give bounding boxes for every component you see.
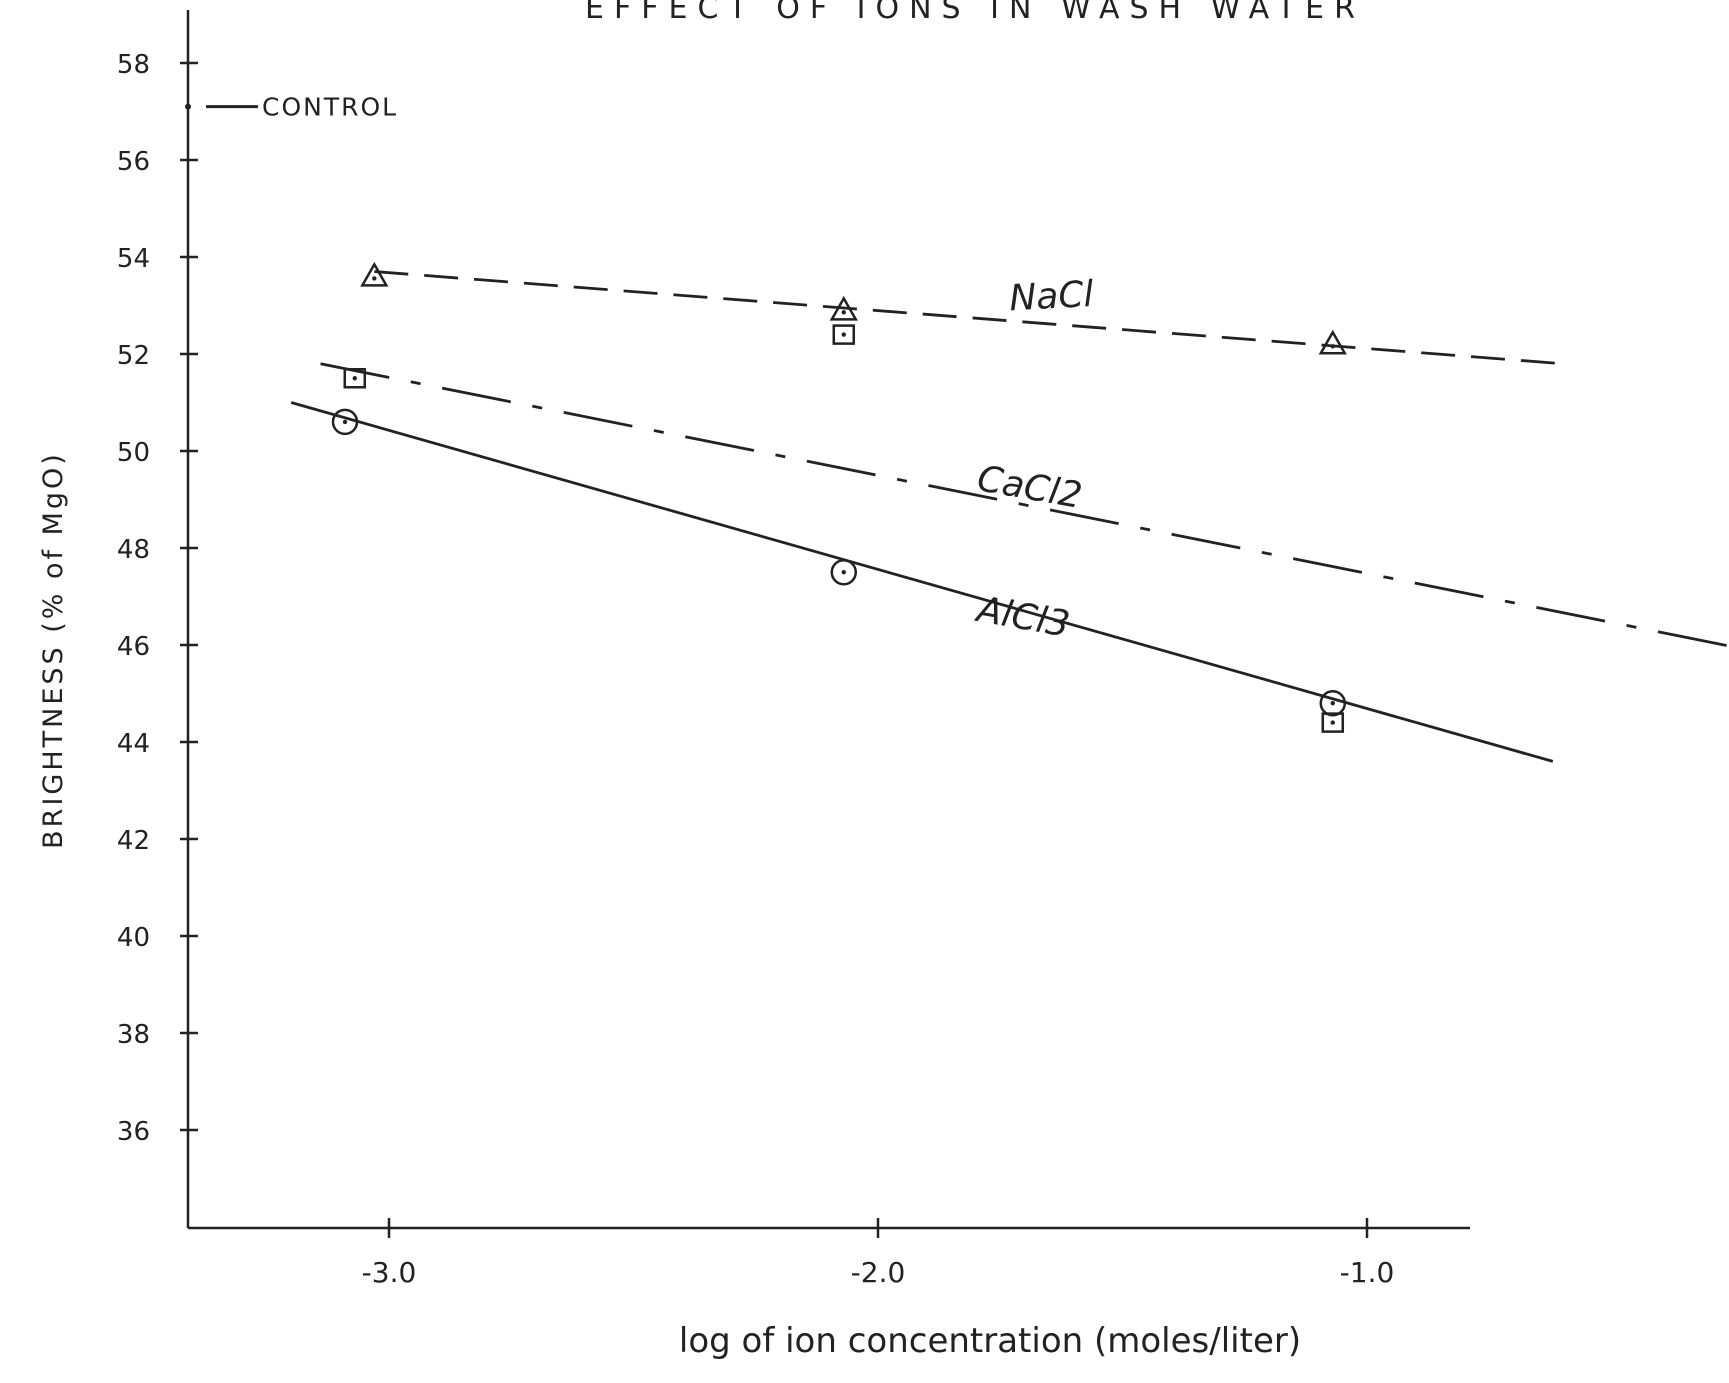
data-point-nacl-dot	[1330, 344, 1335, 349]
data-point-cacl2	[343, 368, 367, 389]
y-tick-label: 52	[117, 341, 150, 371]
x-tick-label: -1.0	[1340, 1256, 1395, 1289]
y-tick-label: 58	[117, 50, 150, 80]
y-tick-label: 46	[117, 632, 150, 662]
control-label: CONTROL	[262, 93, 398, 122]
data-point-alcl3	[830, 559, 858, 586]
data-point-cacl2	[1321, 712, 1345, 733]
y-tick-label: 36	[117, 1117, 150, 1147]
x-tick-label: -3.0	[362, 1256, 417, 1289]
data-point-alcl3	[331, 408, 359, 436]
annotations: NaCl CaCl2 AlCl3 CONTROL	[185, 93, 1095, 646]
control-point	[185, 103, 191, 110]
y-tick-label: 54	[117, 244, 150, 274]
fit-line-alcl3	[290, 401, 1554, 763]
data-point-cacl2-dot	[841, 332, 846, 337]
y-tick-label: 56	[117, 147, 150, 177]
data-point-nacl-dot	[372, 276, 377, 281]
y-tick-label: 44	[117, 729, 150, 759]
data-point-cacl2-dot	[1330, 720, 1335, 725]
data-point-alcl3	[1319, 689, 1347, 717]
series-label-cacl2: CaCl2	[974, 458, 1085, 517]
data-point-nacl-dot	[841, 310, 846, 315]
data-point-nacl	[360, 261, 389, 287]
y-tick-label: 50	[117, 438, 150, 468]
axes: 36 38 40 42 44 46 48 50 52 54 56 58 -3.0 -2.0 -1.0	[117, 10, 1470, 1289]
data-point-cacl2-dot	[352, 376, 357, 381]
y-tick-label: 48	[117, 535, 150, 565]
data-point-alcl3-dot	[342, 419, 348, 425]
y-axis-label: BRIGHTNESS (% of MgO)	[38, 451, 69, 849]
y-tick-label: 38	[117, 1020, 150, 1050]
data-point-nacl	[1318, 329, 1347, 355]
y-tick-label: 42	[117, 826, 150, 856]
fit-line-cacl2	[320, 362, 1729, 648]
x-axis-label: log of ion concentration (moles/liter)	[679, 1321, 1301, 1361]
data-point-nacl	[829, 295, 858, 321]
data-point-alcl3-dot	[1330, 701, 1335, 706]
y-tick-label: 40	[117, 923, 150, 953]
data-markers	[331, 261, 1347, 733]
series-label-nacl: NaCl	[1008, 274, 1094, 319]
fit-line-nacl	[374, 270, 1563, 366]
data-point-alcl3-dot	[841, 570, 846, 575]
series-label-alcl3: AlCl3	[972, 589, 1072, 646]
chart-title: EFFECT OF IONS IN WASH WATER	[585, 0, 1365, 26]
data-point-cacl2	[832, 324, 856, 345]
fit-lines	[290, 270, 1729, 763]
x-tick-label: -2.0	[851, 1256, 906, 1289]
